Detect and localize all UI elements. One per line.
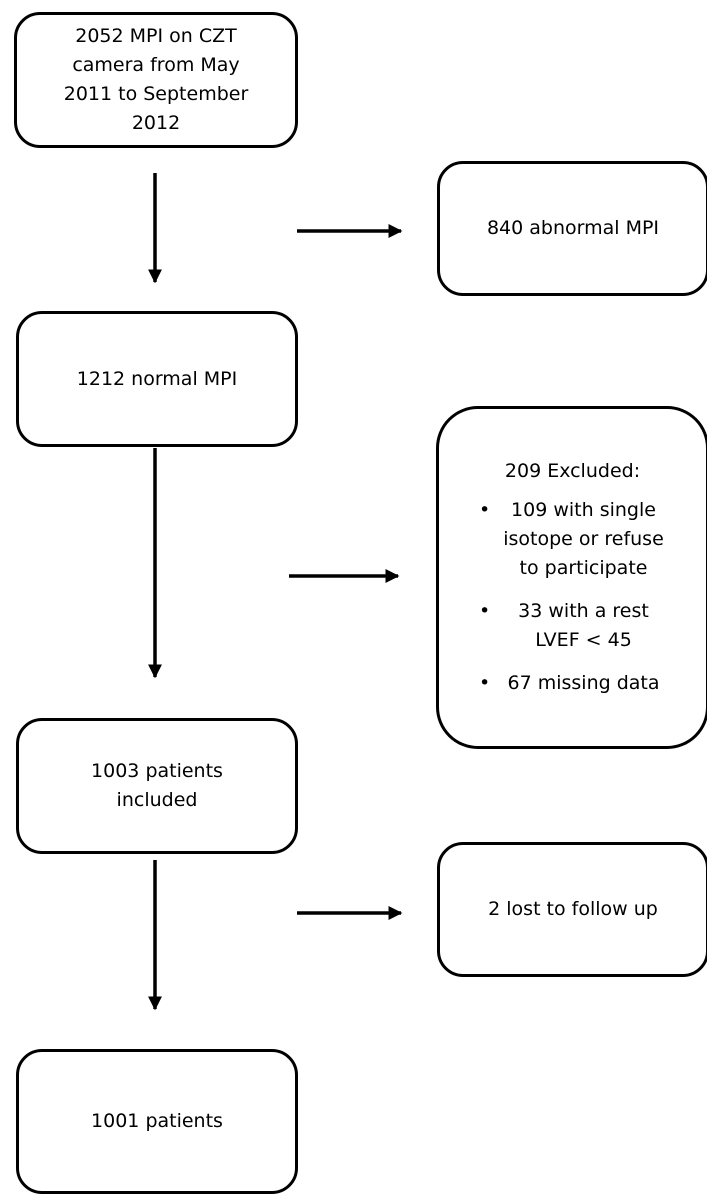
initial-mpi-box: 2052 MPI on CZT camera from May 2011 to …: [14, 12, 298, 148]
initial-mpi-line-2: camera from May: [72, 54, 240, 76]
included-patients-line-1: 1003 patients: [91, 760, 223, 782]
initial-mpi-line-1: 2052 MPI on CZT: [75, 25, 237, 47]
normal-mpi-box: 1212 normal MPI: [16, 311, 298, 447]
excluded-item-single-isotope: • 109 with single isotope or refuse to p…: [439, 496, 706, 583]
final-patients-box: 1001 patients: [16, 1049, 298, 1194]
excluded-item-3-line-1: 67 missing data: [507, 672, 660, 694]
excluded-item-missing-data: • 67 missing data: [439, 669, 706, 698]
bullet-icon: •: [479, 600, 491, 622]
excluded-item-text: 109 with single isotope or refuse to par…: [475, 496, 692, 583]
excluded-item-1-line-1: 109 with single: [511, 499, 656, 521]
abnormal-mpi-box: 840 abnormal MPI: [437, 161, 707, 296]
abnormal-mpi-label: 840 abnormal MPI: [486, 217, 660, 239]
excluded-item-low-lvef: • 33 with a rest LVEF < 45: [439, 597, 706, 655]
excluded-title: 209 Excluded:: [504, 460, 641, 482]
lost-follow-up-label: 2 lost to follow up: [488, 898, 658, 920]
lost-follow-up-box: 2 lost to follow up: [437, 842, 707, 977]
included-patients-line-2: included: [116, 789, 198, 811]
normal-mpi-label: 1212 normal MPI: [76, 367, 238, 390]
bullet-icon: •: [479, 499, 491, 521]
initial-mpi-line-4: 2012: [131, 112, 181, 134]
excluded-item-text: 33 with a rest LVEF < 45: [475, 597, 692, 655]
excluded-box: 209 Excluded: • 109 with single isotope …: [436, 406, 707, 749]
excluded-item-1-line-2: isotope or refuse: [503, 528, 664, 550]
included-patients-box: 1003 patients included: [16, 718, 298, 854]
initial-mpi-line-3: 2011 to September: [63, 83, 249, 105]
excluded-item-2-line-2: LVEF < 45: [535, 629, 632, 651]
excluded-list: • 109 with single isotope or refuse to p…: [439, 496, 706, 698]
excluded-item-1-line-3: to participate: [519, 557, 648, 579]
excluded-item-text: 67 missing data: [475, 669, 692, 698]
bullet-icon: •: [479, 672, 491, 694]
final-patients-label: 1001 patients: [91, 1110, 223, 1132]
excluded-item-2-line-1: 33 with a rest: [518, 600, 649, 622]
